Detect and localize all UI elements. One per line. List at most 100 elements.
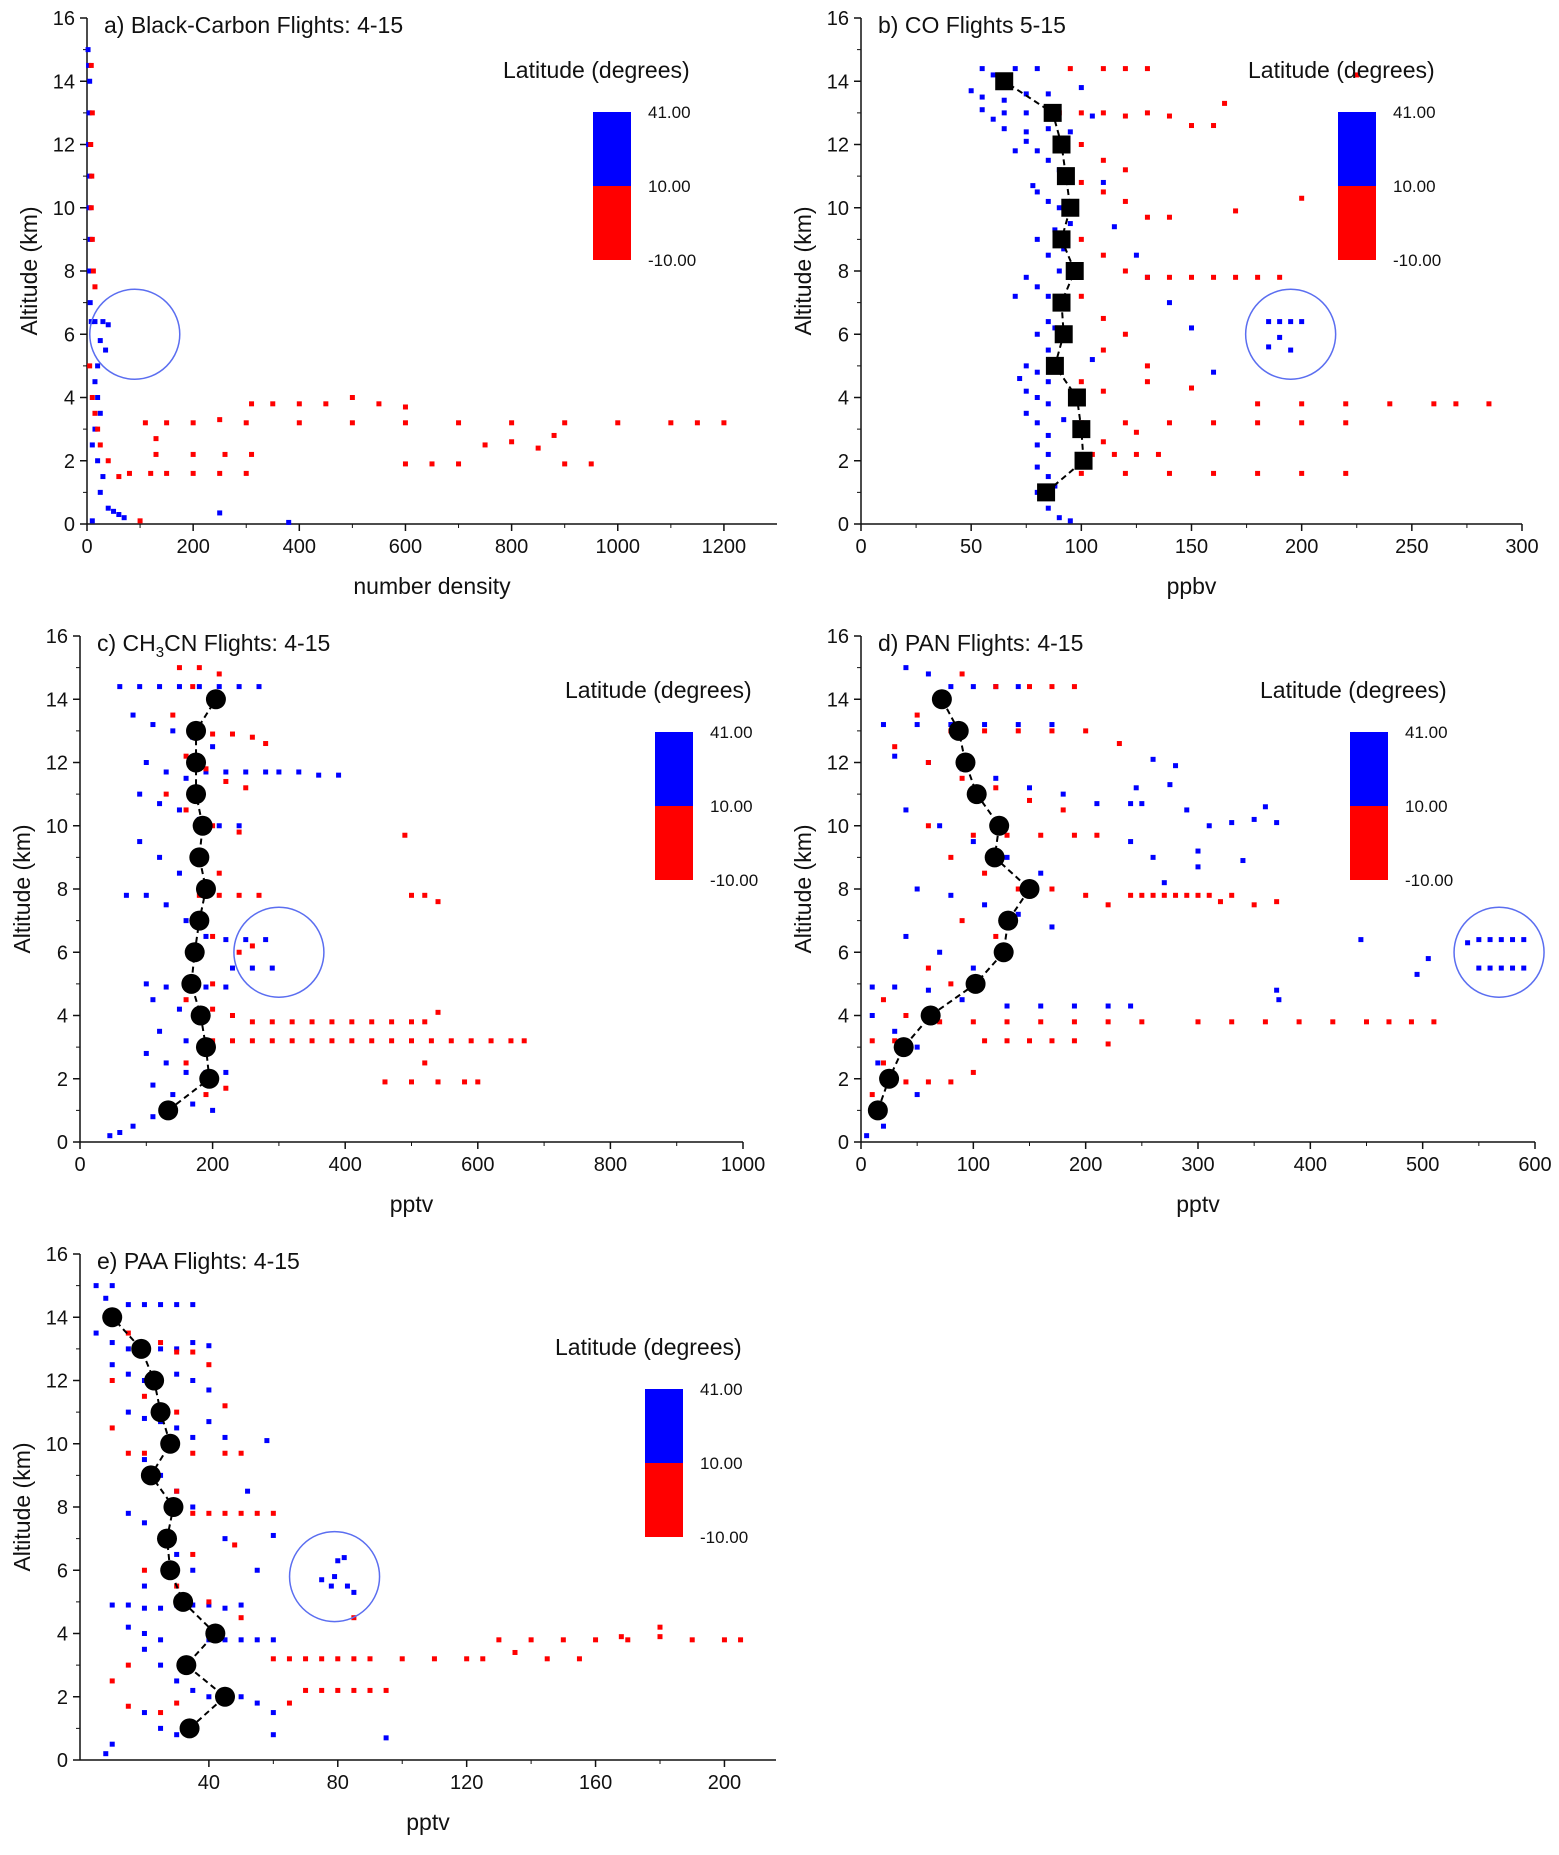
data-point bbox=[880, 997, 886, 1003]
x-tick-label: 200 bbox=[1285, 536, 1318, 558]
data-point bbox=[86, 62, 92, 68]
series-blue bbox=[107, 684, 342, 1139]
data-point bbox=[174, 1551, 180, 1557]
y-tick-label: 10 bbox=[53, 198, 75, 220]
data-point bbox=[509, 420, 515, 426]
data-point bbox=[657, 1624, 663, 1630]
y-tick-label: 14 bbox=[827, 71, 849, 93]
data-point bbox=[141, 1302, 147, 1308]
data-point bbox=[979, 66, 985, 72]
x-tick-label: 0 bbox=[74, 1154, 85, 1176]
data-point bbox=[303, 1687, 309, 1693]
data-point bbox=[141, 1583, 147, 1589]
data-point bbox=[880, 1060, 886, 1066]
data-point bbox=[1060, 791, 1066, 797]
data-point bbox=[190, 1602, 196, 1608]
data-point bbox=[903, 933, 909, 939]
data-point bbox=[254, 1567, 260, 1573]
legend-swatch-red bbox=[645, 1463, 683, 1537]
mean-marker bbox=[144, 1370, 165, 1391]
data-point bbox=[382, 1079, 388, 1085]
data-point bbox=[349, 1019, 355, 1025]
mean-marker bbox=[205, 1623, 226, 1644]
y-tick-label: 10 bbox=[46, 816, 68, 838]
data-point bbox=[869, 1038, 875, 1044]
data-point bbox=[1122, 198, 1128, 204]
y-tick-label: 8 bbox=[64, 261, 75, 283]
data-point bbox=[87, 78, 93, 84]
data-point bbox=[236, 829, 242, 835]
data-point bbox=[1023, 129, 1029, 135]
mean-marker bbox=[1043, 103, 1062, 122]
data-point bbox=[190, 451, 196, 457]
data-point bbox=[1211, 274, 1217, 280]
data-point bbox=[1189, 325, 1194, 331]
data-point bbox=[970, 1019, 976, 1025]
data-point bbox=[1030, 183, 1036, 189]
data-point bbox=[959, 918, 965, 924]
data-point bbox=[1122, 470, 1128, 476]
y-tick-label: 8 bbox=[838, 261, 849, 283]
data-point bbox=[369, 1038, 375, 1044]
data-point bbox=[1358, 937, 1364, 943]
legend-title: Latitude (degrees) bbox=[503, 57, 690, 83]
data-point bbox=[148, 470, 154, 476]
data-point bbox=[196, 665, 202, 671]
data-point bbox=[1045, 91, 1051, 97]
data-point bbox=[970, 965, 976, 971]
data-point bbox=[105, 505, 111, 511]
data-point bbox=[738, 1637, 744, 1643]
mean-marker bbox=[893, 1037, 914, 1058]
legend-label: 10.00 bbox=[1393, 177, 1436, 196]
data-point bbox=[993, 933, 999, 939]
data-point bbox=[990, 116, 996, 122]
data-point bbox=[892, 984, 898, 990]
mean-marker bbox=[158, 1100, 179, 1121]
data-point bbox=[948, 892, 954, 898]
data-point bbox=[1116, 741, 1122, 747]
x-tick-label: 200 bbox=[176, 536, 209, 558]
data-point bbox=[1166, 470, 1172, 476]
data-point bbox=[190, 1340, 196, 1346]
data-point bbox=[349, 395, 355, 400]
data-point bbox=[1001, 110, 1007, 116]
data-point bbox=[1122, 167, 1128, 173]
data-point bbox=[1133, 429, 1139, 435]
data-point bbox=[210, 1107, 216, 1113]
data-point bbox=[332, 1574, 338, 1580]
data-point bbox=[668, 420, 674, 426]
data-point bbox=[243, 769, 249, 775]
data-point bbox=[238, 1450, 244, 1456]
data-point bbox=[125, 1450, 131, 1456]
data-point bbox=[1045, 474, 1051, 480]
data-point bbox=[657, 1634, 663, 1640]
data-point bbox=[222, 1434, 228, 1440]
data-point bbox=[150, 1114, 156, 1120]
data-point bbox=[464, 1656, 470, 1662]
data-point bbox=[1023, 110, 1029, 116]
data-point bbox=[1001, 126, 1007, 132]
data-point bbox=[158, 1340, 164, 1346]
data-point bbox=[223, 1069, 229, 1075]
data-point bbox=[87, 268, 93, 274]
data-point bbox=[367, 1656, 373, 1662]
data-point bbox=[1023, 274, 1029, 280]
y-tick-label: 16 bbox=[53, 8, 75, 30]
data-point bbox=[1330, 1019, 1336, 1025]
data-point bbox=[206, 1694, 212, 1700]
data-point bbox=[1206, 892, 1212, 898]
data-point bbox=[1027, 684, 1032, 690]
data-point bbox=[351, 1589, 357, 1595]
data-point bbox=[1486, 401, 1492, 407]
data-point bbox=[206, 1599, 212, 1605]
data-point bbox=[125, 1302, 131, 1308]
data-point bbox=[263, 741, 269, 747]
data-point bbox=[1045, 252, 1051, 258]
data-point bbox=[1012, 148, 1018, 154]
data-point bbox=[948, 722, 954, 728]
data-point bbox=[402, 404, 408, 410]
data-point bbox=[190, 684, 196, 690]
data-point bbox=[1015, 911, 1021, 917]
data-point bbox=[993, 684, 999, 690]
data-point bbox=[982, 902, 988, 908]
